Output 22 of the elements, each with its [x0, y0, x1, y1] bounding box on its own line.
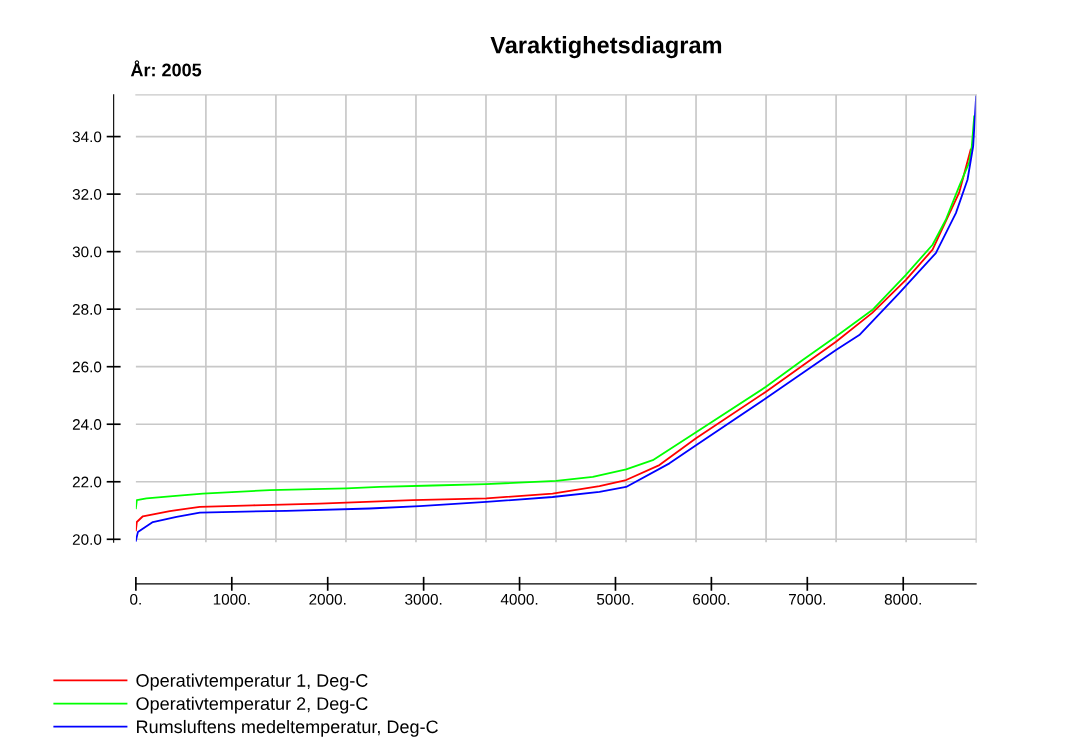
legend-label: Operativtemperatur 2, Deg-C [136, 696, 368, 714]
x-tick-label: 1000. [213, 593, 250, 605]
x-tick-label: 4000. [500, 593, 538, 605]
x-tick-label: 2000. [309, 593, 346, 605]
x-tick-label: 6000. [693, 593, 730, 605]
x-tick-label: 0. [130, 593, 141, 605]
x-tick-label: 5000. [596, 593, 634, 605]
legend-label: Operativtemperatur 1, Deg-C [136, 673, 368, 691]
chart-title: Varaktighetsdiagram [490, 36, 722, 59]
y-tick-label: 26.0 [72, 361, 102, 373]
y-tick-label: 30.0 [72, 246, 102, 258]
x-tick-label: 8000. [884, 593, 921, 605]
legend-label: Rumsluftens medeltemperatur, Deg-C [137, 719, 438, 737]
x-tick-label: 7000. [788, 593, 826, 605]
y-tick-label: 34.0 [72, 131, 102, 143]
text: År: 2005 [130, 60, 202, 77]
y-tick-label: 22.0 [72, 476, 102, 488]
y-tick-label: 32.0 [72, 188, 102, 200]
y-tick-label: 20.0 [72, 534, 102, 545]
y-tick-label: 28.0 [72, 304, 102, 315]
x-tick-label: 3000. [405, 593, 442, 605]
y-tick-label: 24.0 [72, 419, 102, 430]
